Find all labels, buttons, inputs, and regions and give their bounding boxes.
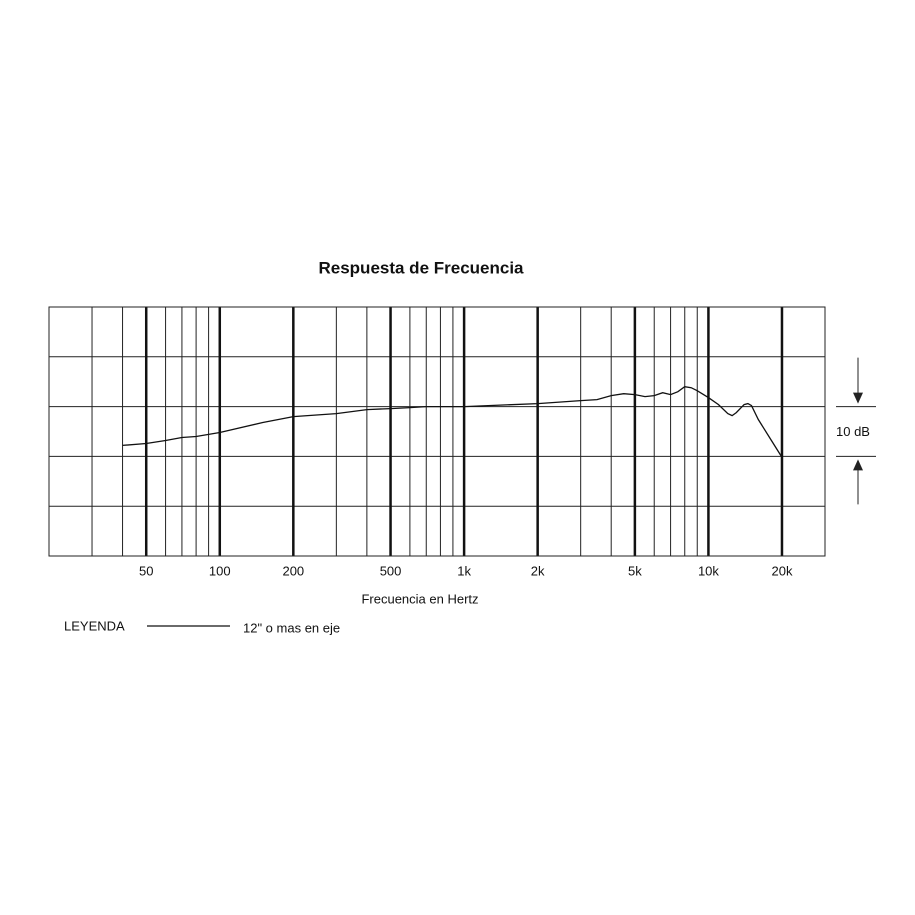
- x-tick-label: 5k: [628, 563, 642, 578]
- chart-title: Respuesta de Frecuencia: [318, 258, 524, 277]
- x-tick-label: 50: [139, 563, 153, 578]
- plot-frame: [48, 306, 826, 557]
- x-tick-label: 20k: [771, 563, 792, 578]
- legend-title: LEYENDA: [64, 618, 125, 633]
- x-tick-label: 10k: [698, 563, 719, 578]
- x-tick-label: 500: [380, 563, 402, 578]
- arrow-head: [853, 392, 863, 404]
- x-tick-label: 1k: [457, 563, 471, 578]
- response-curve: [122, 386, 783, 458]
- x-tick-label: 200: [282, 563, 304, 578]
- scale-marker-label: 10 dB: [836, 424, 870, 439]
- x-tick-label: 100: [209, 563, 231, 578]
- legend-label: 12" o mas en eje: [243, 620, 340, 635]
- arrow-head: [853, 459, 863, 471]
- x-tick-label: 2k: [531, 563, 545, 578]
- x-axis-label: Frecuencia en Hertz: [361, 591, 478, 606]
